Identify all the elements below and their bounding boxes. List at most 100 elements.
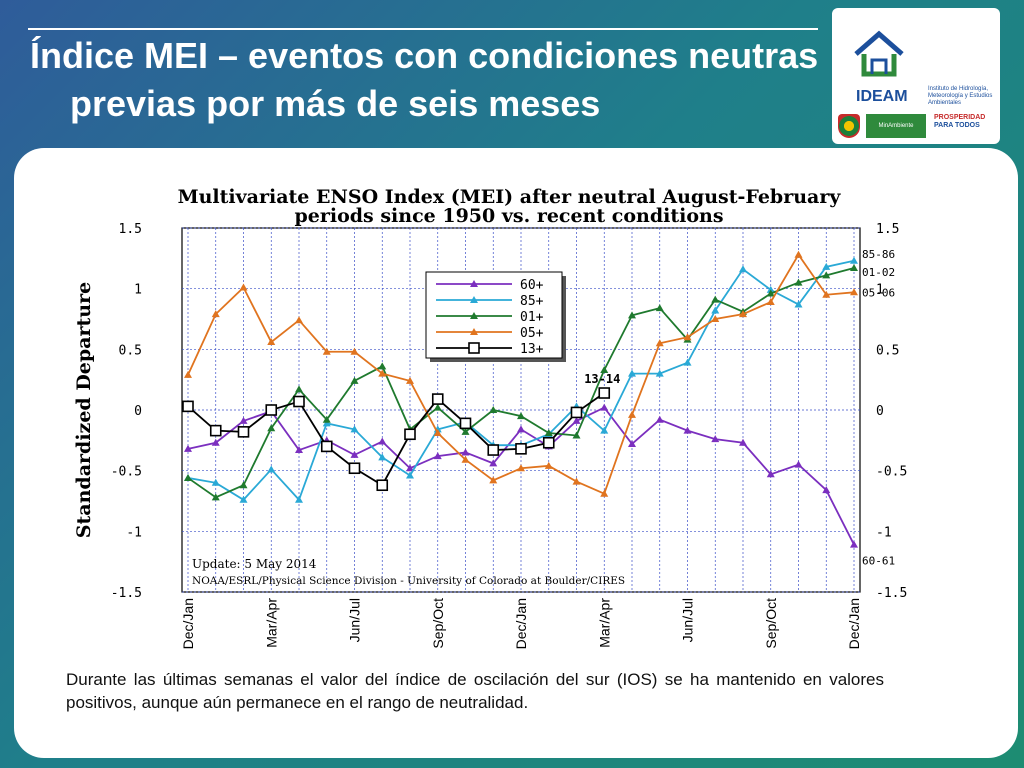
data-point-05	[711, 315, 720, 322]
x-tick-label: Dec/Jan	[846, 598, 862, 649]
data-point-85	[406, 471, 414, 479]
data-point-01	[822, 271, 831, 279]
data-point-60	[683, 426, 692, 434]
legend-label: 60+	[520, 278, 544, 293]
colombia-shield-icon	[838, 114, 860, 138]
data-point-01	[267, 424, 276, 432]
y-tick-label-right: -0.5	[876, 465, 907, 480]
prosperidad-logo: PROSPERIDAD PARA TODOS	[934, 114, 996, 138]
legend-marker	[470, 328, 478, 335]
data-point-05	[184, 370, 192, 378]
minambiente-logo: MinAmbiente	[866, 114, 926, 138]
data-point-13	[320, 440, 333, 453]
data-point-13	[570, 406, 583, 419]
y-tick-label-right: -1.5	[876, 586, 907, 601]
x-tick-label: Jun/Jul	[347, 598, 363, 642]
data-point-05	[489, 476, 498, 484]
legend-label: 85+	[520, 294, 544, 309]
data-point-60	[600, 403, 609, 411]
data-point-13	[542, 436, 555, 449]
data-point-13	[598, 387, 611, 399]
partner-logos: MinAmbiente PROSPERIDAD PARA TODOS	[838, 112, 996, 140]
data-point-01	[295, 385, 303, 393]
recent-conditions-label: 13-14	[584, 372, 620, 386]
data-point-05	[461, 455, 470, 463]
series-end-label: 05-06	[862, 286, 895, 299]
legend-label: 01+	[520, 310, 544, 325]
data-point-60	[822, 486, 831, 494]
data-point-01	[239, 481, 248, 489]
legend-marker	[470, 280, 478, 287]
data-point-05	[739, 310, 747, 318]
data-point-60	[655, 415, 664, 423]
y-tick-label-left: 1.5	[119, 222, 142, 237]
chart-title-line2: periods since 1950 vs. recent conditions	[294, 205, 723, 227]
data-point-01	[655, 304, 664, 312]
data-point-05	[406, 376, 414, 384]
data-point-60	[572, 416, 581, 424]
y-tick-label-left: 0.5	[119, 343, 142, 358]
data-point-85	[683, 358, 692, 366]
y-tick-label-left: -0.5	[111, 465, 142, 480]
data-point-60	[378, 437, 387, 445]
data-point-01	[433, 403, 442, 411]
y-axis-label: Standardized Departure	[73, 282, 95, 538]
data-point-05	[295, 316, 303, 324]
data-point-05	[794, 250, 803, 258]
data-point-13	[376, 479, 389, 492]
y-tick-label-right: 0.5	[876, 343, 899, 358]
data-point-01	[378, 362, 387, 370]
data-point-05	[378, 369, 387, 377]
data-point-60	[350, 450, 359, 458]
x-tick-label: Dec/Jan	[513, 598, 529, 649]
data-point-60	[211, 438, 220, 446]
data-point-60	[433, 452, 442, 460]
data-point-60	[628, 439, 636, 447]
legend-marker	[468, 342, 480, 354]
data-point-01	[461, 427, 470, 435]
x-tick-label: Sep/Oct	[763, 598, 779, 649]
data-point-01	[766, 289, 775, 297]
data-point-60	[794, 460, 803, 468]
ideam-logo: IDEAM Instituto de Hidrología, Meteorolo…	[832, 8, 1000, 144]
data-point-01	[850, 264, 858, 272]
data-point-13	[404, 428, 416, 441]
prosperidad-slogan: PARA TODOS	[934, 122, 980, 129]
x-tick-label: Dec/Jan	[180, 598, 196, 649]
data-point-85	[739, 265, 747, 273]
data-point-85	[600, 426, 609, 434]
y-tick-label-right: 1	[876, 283, 884, 298]
data-point-05	[628, 410, 636, 418]
data-point-60	[239, 416, 248, 424]
data-point-85	[378, 453, 387, 461]
legend-label: 13+	[520, 342, 544, 357]
data-point-01	[572, 431, 581, 439]
data-point-60	[489, 459, 498, 467]
x-tick-label: Mar/Apr	[263, 598, 279, 648]
data-point-05	[322, 347, 331, 355]
data-point-05	[683, 333, 692, 341]
y-tick-label-right: 0	[876, 404, 884, 419]
data-point-13	[459, 417, 472, 430]
data-point-13	[209, 424, 222, 437]
data-point-01	[711, 295, 720, 303]
data-point-85	[655, 369, 664, 377]
data-point-05	[350, 347, 359, 355]
data-point-05	[850, 288, 858, 296]
data-point-05	[211, 310, 220, 318]
y-tick-label-right: -1	[876, 525, 892, 540]
series-end-label: 85-86	[862, 248, 895, 261]
ideam-institute-name: Instituto de Hidrología, Meteorología y …	[928, 86, 993, 106]
data-point-60	[517, 425, 525, 433]
data-point-60	[406, 464, 414, 472]
data-point-01	[794, 278, 803, 286]
ideam-wordmark: IDEAM	[856, 88, 908, 105]
data-point-05	[433, 429, 442, 437]
data-point-01	[211, 493, 220, 501]
data-point-13	[348, 462, 361, 475]
x-tick-label: Mar/Apr	[596, 598, 612, 648]
data-point-60	[184, 444, 192, 452]
data-point-60	[739, 438, 747, 446]
data-point-85	[711, 306, 720, 314]
data-point-13	[182, 400, 194, 413]
